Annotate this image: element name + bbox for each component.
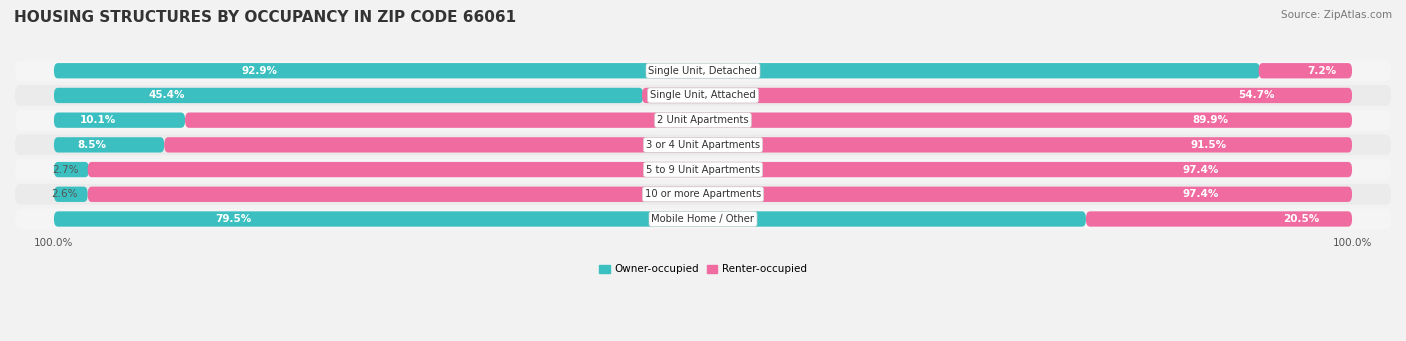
Text: Source: ZipAtlas.com: Source: ZipAtlas.com [1281,10,1392,20]
Text: 54.7%: 54.7% [1239,90,1275,101]
FancyBboxPatch shape [87,187,1353,202]
FancyBboxPatch shape [87,162,1353,177]
Text: 79.5%: 79.5% [215,214,252,224]
Text: 10 or more Apartments: 10 or more Apartments [645,189,761,199]
FancyBboxPatch shape [15,134,1391,155]
Text: HOUSING STRUCTURES BY OCCUPANCY IN ZIP CODE 66061: HOUSING STRUCTURES BY OCCUPANCY IN ZIP C… [14,10,516,25]
Text: 89.9%: 89.9% [1192,115,1229,125]
Text: Single Unit, Attached: Single Unit, Attached [650,90,756,101]
Text: 92.9%: 92.9% [242,66,277,76]
FancyBboxPatch shape [15,209,1391,229]
Text: 45.4%: 45.4% [149,90,186,101]
FancyBboxPatch shape [53,162,89,177]
Text: 20.5%: 20.5% [1282,214,1319,224]
Text: 2 Unit Apartments: 2 Unit Apartments [657,115,749,125]
Text: 3 or 4 Unit Apartments: 3 or 4 Unit Apartments [645,140,761,150]
Text: 97.4%: 97.4% [1182,189,1219,199]
Text: 2.7%: 2.7% [52,165,79,175]
FancyBboxPatch shape [15,60,1391,81]
Text: 2.6%: 2.6% [51,189,77,199]
FancyBboxPatch shape [53,113,186,128]
FancyBboxPatch shape [165,137,1353,152]
FancyBboxPatch shape [186,113,1353,128]
Text: 7.2%: 7.2% [1308,66,1336,76]
FancyBboxPatch shape [15,110,1391,131]
Text: Mobile Home / Other: Mobile Home / Other [651,214,755,224]
FancyBboxPatch shape [53,211,1085,227]
FancyBboxPatch shape [15,85,1391,106]
FancyBboxPatch shape [1085,211,1353,227]
Text: 5 to 9 Unit Apartments: 5 to 9 Unit Apartments [645,165,761,175]
Text: 8.5%: 8.5% [77,140,105,150]
FancyBboxPatch shape [53,63,1260,78]
FancyBboxPatch shape [15,184,1391,205]
Text: 91.5%: 91.5% [1191,140,1227,150]
FancyBboxPatch shape [53,137,165,152]
Text: 10.1%: 10.1% [80,115,117,125]
FancyBboxPatch shape [15,159,1391,180]
FancyBboxPatch shape [53,187,87,202]
Legend: Owner-occupied, Renter-occupied: Owner-occupied, Renter-occupied [595,260,811,278]
FancyBboxPatch shape [53,88,644,103]
Text: 97.4%: 97.4% [1182,165,1219,175]
FancyBboxPatch shape [643,88,1353,103]
FancyBboxPatch shape [1258,63,1353,78]
Text: Single Unit, Detached: Single Unit, Detached [648,66,758,76]
